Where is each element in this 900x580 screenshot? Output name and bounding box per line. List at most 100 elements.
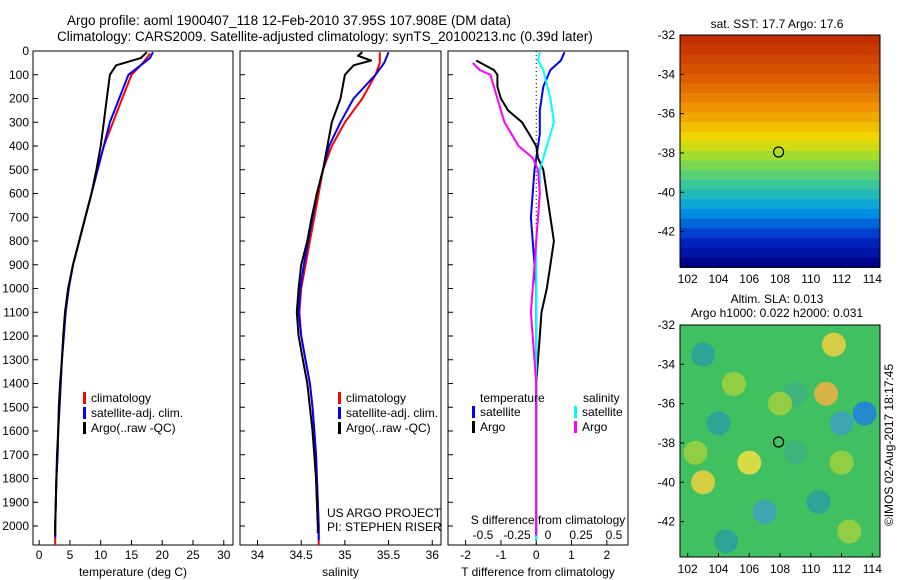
temperature-y-tick-label: 1100 [3,305,29,319]
difference-s-tick-label: 0.5 [606,528,623,542]
difference-s-tick-label: -0.25 [503,528,531,542]
sst_map-y-tick-label: -40 [658,185,676,199]
difference-series-line [475,59,555,536]
sst_map-x-tick-label: 108 [770,272,790,286]
sst-map-band [680,189,880,201]
difference-legend-entry-swatch [472,406,475,418]
sst_map-y-tick-label: -36 [658,107,676,121]
temperature-y-tick-label: 1900 [2,495,29,509]
difference-s-tick-label: -0.5 [473,528,494,542]
project-annotation-line: US ARGO PROJECT [327,506,442,520]
difference-legend-salinity-heading: salinity [583,391,620,405]
salinity-x-tick-label: 35 [338,548,352,562]
sla_map-x-tick-label: 110 [801,562,820,576]
figure-title-line2: Climatology: CARS2009. Satellite-adjuste… [57,29,593,44]
sla-map-anomaly-blob [783,440,808,465]
temperature-y-tick-label: 200 [9,92,29,106]
sst_map-x-tick-label: 114 [863,272,882,286]
difference-s-tick-label: 0.25 [569,528,593,542]
temperature-y-tick-label: 1800 [2,472,29,486]
sst_map-y-tick-label: -42 [658,225,676,239]
difference-x-tick-label: -2 [460,548,471,562]
sst_map-x-tick-label: 110 [801,272,820,286]
temperature-x-tick-label: 0 [36,548,43,562]
temperature-y-tick-label: 1600 [2,424,29,438]
credit-text: ©IMOS 02-Aug-2017 18:17:45 [882,364,896,527]
sla_map-y-tick-label: -32 [658,318,676,332]
sst-map-band [680,73,880,85]
sst-map-band [680,180,880,191]
difference-series-line [471,62,541,536]
temperature-y-tick-label: 300 [9,115,29,129]
temperature-y-tick-label: 700 [9,210,29,224]
argo-position-marker [772,146,785,158]
salinity-legend-entry-label: climatology [346,391,406,405]
temperature-y-tick-label: 1200 [2,329,29,343]
sla_map-y-tick-label: -38 [658,436,676,450]
sla_map-x-tick-label: 104 [708,562,728,576]
sst-map-band [680,35,880,46]
sla-map-title2: Argo h1000: 0.022 h2000: 0.031 [691,306,863,320]
sla-map-anomaly-blob [768,391,792,416]
sst-map-band [680,112,880,123]
temperature-x-tick-label: 10 [94,548,108,562]
sla_map-y-tick-label: -34 [658,357,676,371]
salinity-x-tick-label: 35.5 [377,548,401,562]
temperature-x-axis-label: temperature (deg C) [79,565,187,579]
sst-map-band [680,44,880,56]
sla-map-anomaly-blob [737,450,762,475]
temperature-y-tick-label: 1300 [2,353,29,367]
temperature-plot-frame [32,50,234,546]
temperature-y-tick-label: 800 [9,234,29,248]
sst-map-band [680,170,880,181]
sst_map-y-tick-label: -34 [658,67,676,81]
sst-map-band [680,93,880,104]
temperature-x-tick-label: 25 [186,548,200,562]
difference-legend-entry-swatch [574,421,577,433]
sla-map-anomaly-blob [829,450,854,475]
sla-map-anomaly-blob [837,519,862,544]
sst-map-band [680,209,880,220]
sla_map-x-tick-label: 102 [678,562,698,576]
difference-legend-entry-label: Argo [582,420,608,434]
sst-map-band [680,54,880,65]
sla_map-y-tick-label: -40 [658,475,676,489]
figure-title-line1: Argo profile: aoml 1900407_118 12-Feb-20… [67,13,512,28]
salinity-plot-frame [239,50,442,546]
sst-map-band [680,122,880,133]
temperature-y-tick-label: 2000 [2,519,29,533]
sla-map-anomaly-blob [691,342,716,367]
sla-map-anomaly-blob [852,401,877,426]
temperature-y-tick-label: 1400 [2,377,29,391]
temperature-legend-entry-label: climatology [91,391,151,405]
temperature-y-tick-label: 1500 [2,400,29,414]
difference-s-axis-label: S difference from climatology [471,513,626,527]
difference-legend-entry-swatch [472,421,475,433]
temperature-y-tick-label: 1000 [2,282,29,296]
sst-map-band [680,83,880,94]
salinity-legend-entry-swatch [338,422,341,434]
sst-map-band [680,160,880,172]
salinity-legend-entry-label: satellite-adj. clim. [346,406,438,420]
sla-map-background [680,325,880,557]
salinity-x-tick-label: 36 [426,548,440,562]
temperature-legend-entry-swatch [83,407,86,419]
difference-plot-frame [447,50,629,546]
temperature-y-tick-label: 1700 [2,448,29,462]
salinity-legend-entry-label: Argo(..raw -QC) [346,421,431,435]
sla-map-anomaly-blob [691,470,716,495]
salinity-x-tick-label: 34 [251,548,265,562]
salinity-legend-entry-swatch [338,407,341,419]
difference-legend-temperature-heading: temperature [480,391,545,405]
temperature-x-tick-label: 15 [125,548,139,562]
temperature-y-tick-label: 0 [22,44,29,58]
sla-map-anomaly-blob [721,371,746,396]
sst-map-band [680,64,880,75]
temperature-legend-entry-swatch [83,392,86,404]
sla_map-y-tick-label: -42 [658,515,676,529]
temperature-y-tick-label: 100 [9,68,29,82]
difference-legend-entry-label: Argo [480,420,506,434]
temperature-legend-entry-label: satellite-adj. clim. [91,406,183,420]
salinity-x-tick-label: 34.5 [289,548,313,562]
